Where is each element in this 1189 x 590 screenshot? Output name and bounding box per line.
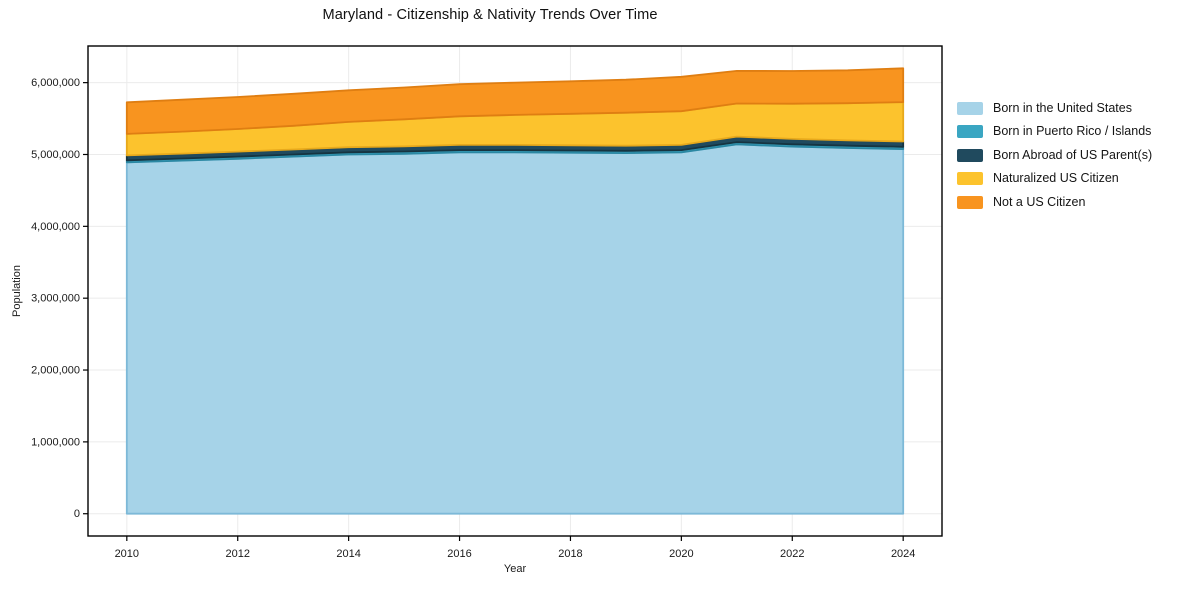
y-tick-label: 0 [74,508,80,520]
legend-swatch-born-pr-islands [957,125,983,139]
legend-item-born-abroad: Born Abroad of US Parent(s) [957,147,1153,162]
x-axis-label: Year [503,563,527,575]
stacked-areas [125,67,905,515]
x-tick-label: 2012 [225,548,249,560]
plot-frame [87,45,943,537]
legend-swatch-born-abroad [957,148,983,162]
legend-label: Not a US Citizen [993,194,1086,209]
y-tick-label: 3,000,000 [31,293,80,305]
axis-ticks: 2010 2012 2014 2016 2018 2020 2022 2024 0 1,000,0… [31,77,915,560]
area-not-citizen [125,67,905,135]
x-tick-label: 2018 [558,548,582,560]
chart-title: Maryland - Citizenship & Nativity Trends… [322,7,658,23]
x-tick-label: 2016 [447,548,471,560]
area-born-us [125,143,905,515]
y-tick-label: 1,000,000 [31,436,80,448]
x-tick-label: 2020 [669,548,693,560]
legend-label: Born Abroad of US Parent(s) [993,147,1153,162]
legend-label: Born in Puerto Rico / Islands [993,124,1152,139]
legend-swatch-not-citizen [957,195,983,209]
y-tick-label: 2,000,000 [31,365,80,377]
y-tick-label: 4,000,000 [31,221,80,233]
legend-item-naturalized: Naturalized US Citizen [957,171,1152,186]
legend-label: Naturalized US Citizen [993,171,1119,186]
legend: Born in the United States Born in Puerto… [957,102,1152,219]
x-tick-label: 2010 [115,548,139,560]
y-tick-label: 6,000,000 [31,77,80,89]
x-tick-label: 2014 [336,548,360,560]
legend-item-born-us: Born in the United States [957,102,1152,115]
legend-swatch-naturalized [957,172,983,186]
legend-item-born-pr-islands: Born in Puerto Rico / Islands [957,124,1152,139]
y-axis-label: Population [11,265,23,317]
legend-swatch-born-us [957,102,983,115]
legend-item-not-citizen: Not a US Citizen [957,194,1152,209]
x-tick-label: 2022 [780,548,804,560]
y-tick-label: 5,000,000 [31,149,80,161]
x-tick-label: 2024 [891,548,915,560]
legend-label: Born in the United States [993,101,1132,115]
